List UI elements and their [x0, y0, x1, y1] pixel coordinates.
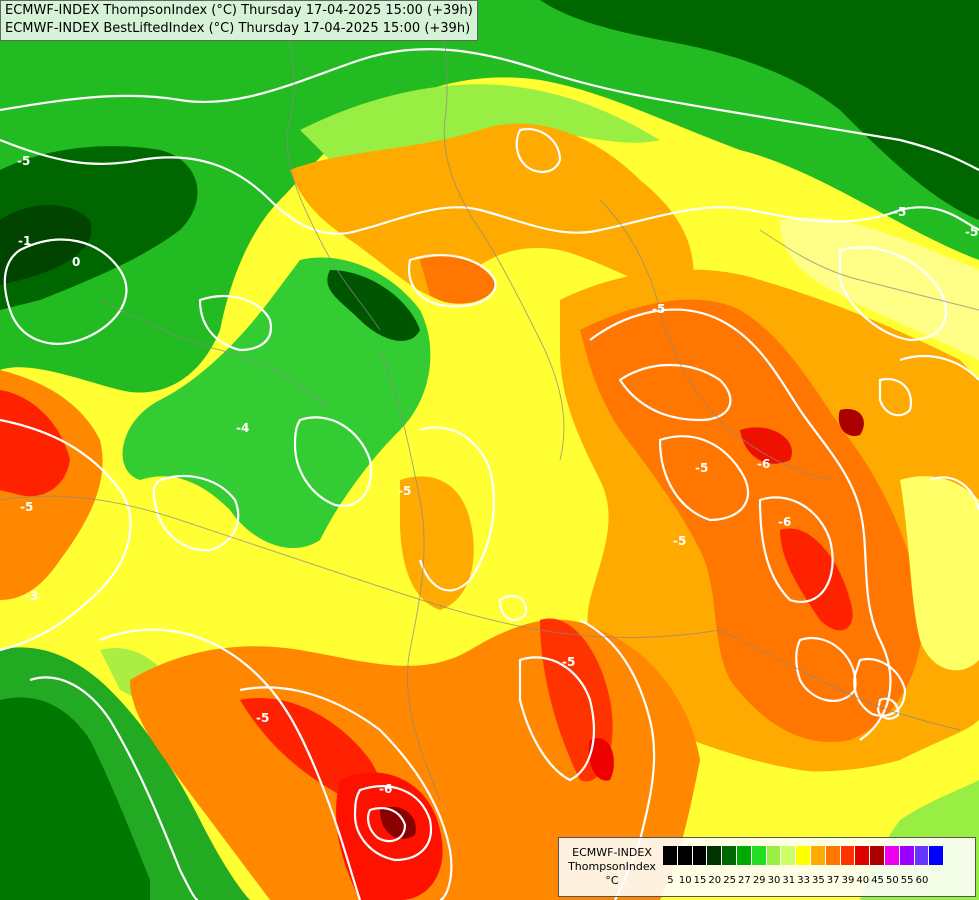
contour-label: -6	[379, 782, 392, 796]
contour-label: -5	[17, 154, 30, 168]
legend-tick-label: 40	[856, 875, 870, 886]
legend-tick-label: 31	[782, 875, 796, 886]
orange-region-central	[400, 476, 474, 610]
legend-swatch	[810, 846, 826, 865]
legend-swatch	[929, 846, 945, 865]
dark-red-core-south	[380, 806, 416, 839]
contour-label: -5	[652, 302, 665, 316]
legend-tick-label: 27	[738, 875, 751, 886]
legend-tick-label: 30	[767, 875, 781, 886]
dark-green-region-central	[327, 270, 420, 341]
legend-swatch	[677, 846, 693, 865]
legend-tick-label: 39	[841, 875, 855, 886]
contour-label: -5	[398, 484, 411, 498]
legend-title-variable: ThompsonIndex	[568, 860, 656, 873]
green-region-central	[122, 257, 431, 549]
legend-swatch	[766, 846, 782, 865]
legend-swatches	[663, 846, 945, 865]
dark-green-region-northeast	[540, 0, 979, 220]
legend-title: ECMWF-INDEX ThompsonIndex °C	[563, 846, 661, 888]
map-header: ECMWF-INDEX ThompsonIndex (°C) Thursday …	[0, 0, 478, 41]
red-region-east-2	[780, 528, 853, 631]
legend-swatch	[722, 846, 737, 865]
contour-label: -4	[236, 421, 249, 435]
legend-swatch	[692, 846, 708, 865]
header-line-thompson: ECMWF-INDEX ThompsonIndex (°C) Thursday …	[5, 3, 473, 18]
contour-label: -5	[965, 225, 978, 239]
legend-swatch	[751, 846, 767, 865]
legend-tick-label: 37	[826, 875, 840, 886]
contour-label: 0	[72, 255, 80, 269]
legend-tick-label: 15	[693, 875, 707, 886]
dark-green-core-northwest	[0, 205, 92, 285]
legend-tick-label: 10	[678, 875, 692, 886]
contour-label: -6	[778, 515, 791, 529]
orange-region-north	[290, 123, 694, 300]
color-legend: ECMWF-INDEX ThompsonIndex °C 5 10 15 20 25 27…	[558, 837, 976, 897]
red-region-east-1	[740, 427, 792, 464]
legend-swatch	[707, 846, 723, 865]
contour-label-group: -5 -5 -5 -6 -5 -6 -5 -5 -5 -6 -5 -4 -5 -…	[17, 154, 978, 796]
pale-region-northeast	[780, 217, 979, 360]
contour-label: -5	[893, 205, 906, 219]
legend-swatch	[825, 846, 841, 865]
contour-label: -3	[25, 589, 38, 603]
legend-swatch	[870, 846, 885, 865]
red-region-south-4	[588, 738, 614, 781]
legend-swatch	[781, 846, 797, 865]
contour-label: -5	[673, 534, 686, 548]
legend-swatch	[663, 846, 678, 865]
contour-label: -6	[757, 457, 770, 471]
legend-ticks: 5 10 15 20 25 27 29 30 31 33 35 37 39 40 45 50 55 60	[663, 875, 929, 886]
yellow-region-east-edge	[900, 476, 979, 671]
legend-tick-label: 5	[667, 875, 674, 886]
legend-swatch	[840, 846, 856, 865]
legend-tick-label: 35	[812, 875, 825, 886]
dark-orange-patch-north	[420, 256, 495, 304]
legend-tick-label: 55	[900, 875, 914, 886]
legend-tick-label: 20	[708, 875, 722, 886]
legend-tick-label: 60	[915, 875, 929, 886]
legend-tick-label: 29	[752, 875, 766, 886]
legend-tick-label: 33	[797, 875, 810, 886]
legend-tick-label: 50	[885, 875, 899, 886]
legend-swatch	[884, 846, 900, 865]
dark-orange-region-east	[580, 299, 922, 742]
legend-swatch	[914, 846, 930, 865]
legend-swatch	[736, 846, 752, 865]
legend-swatch	[796, 846, 811, 865]
country-borders	[0, 0, 979, 801]
dark-green-region-southwest	[0, 697, 150, 900]
red-region-south-1	[240, 698, 381, 803]
red-region-east-3	[838, 409, 864, 436]
legend-swatch	[899, 846, 915, 865]
contour-label: -5	[256, 711, 269, 725]
contour-label: -5	[695, 461, 708, 475]
header-line-lifted: ECMWF-INDEX BestLiftedIndex (°C) Thursda…	[5, 21, 471, 36]
red-region-south-2	[336, 772, 443, 900]
legend-title-source: ECMWF-INDEX	[572, 846, 652, 859]
legend-tick-label: 25	[723, 875, 736, 886]
legend-swatch	[855, 846, 871, 865]
legend-tick-label: 45	[871, 875, 884, 886]
contour-label: -5	[20, 500, 33, 514]
contour-label: -5	[562, 655, 575, 669]
contour-label: -1	[18, 234, 31, 248]
red-region-west	[0, 390, 70, 497]
legend-unit: °C	[605, 874, 619, 887]
